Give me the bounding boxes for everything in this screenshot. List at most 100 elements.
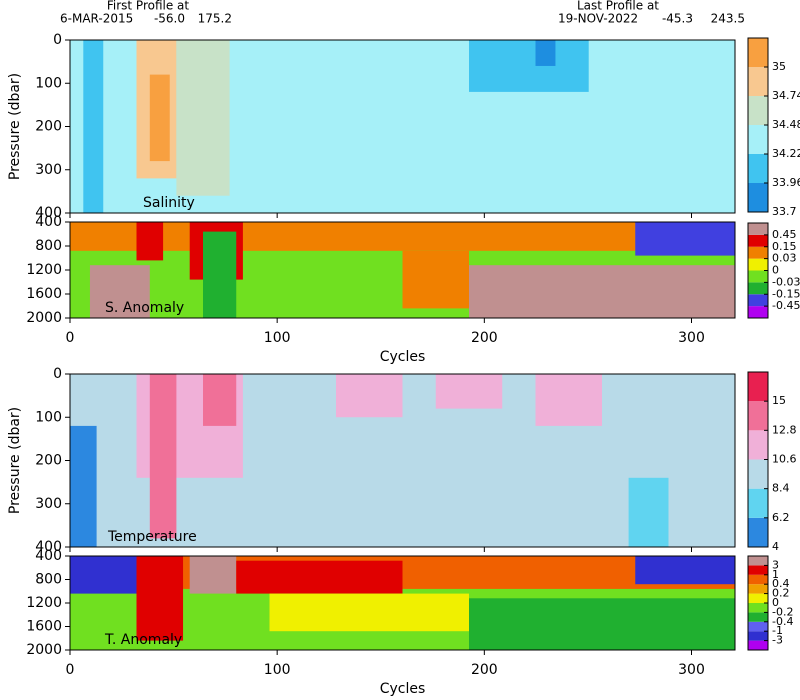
shading (136, 222, 164, 261)
y-tick-label: 2000 (26, 310, 62, 326)
colorbar-label: 0.2 (772, 587, 790, 600)
y-tick-label: 1200 (26, 595, 62, 611)
shading (469, 598, 735, 650)
shading (70, 222, 735, 251)
y-tick-label: 1600 (26, 619, 62, 635)
y-tick-label: 800 (35, 238, 62, 254)
y-tick-label: 0 (53, 32, 62, 48)
panel-label: T. Anomaly (104, 632, 182, 648)
y-tick-label: 300 (35, 496, 62, 512)
colorbar-swatch (748, 459, 768, 489)
shading (469, 40, 589, 92)
colorbar-swatch (748, 258, 768, 271)
colorbar-label: 10.6 (772, 453, 797, 466)
colorbar-swatch (748, 282, 768, 295)
colorbar-swatch (748, 401, 768, 431)
y-tick-label: 300 (35, 162, 62, 178)
y-axis-label: Pressure (dbar) (7, 407, 23, 514)
y-axis-label: Pressure (dbar) (7, 73, 23, 180)
shading (635, 222, 735, 256)
colorbar-label: -0.03 (772, 275, 800, 288)
shading (435, 374, 503, 409)
colorbar-swatch (748, 640, 768, 650)
colorbar-swatch (748, 67, 768, 96)
colorbar-swatch (748, 223, 768, 235)
colorbar-swatch (748, 38, 768, 67)
y-tick-label: 2000 (26, 642, 62, 658)
shading (83, 40, 104, 213)
shading (203, 374, 237, 426)
colorbar-swatch (748, 593, 768, 603)
header-date: 19-NOV-2022 (558, 12, 638, 26)
colorbar-label: 0.15 (772, 240, 797, 253)
shading (469, 265, 735, 318)
panel-label: S. Anomaly (105, 300, 184, 316)
colorbar-label: 1 (772, 568, 779, 581)
header-title: First Profile at (107, 0, 190, 13)
colorbar-swatch (748, 430, 768, 460)
shading (70, 556, 137, 594)
panel-label: Temperature (107, 529, 197, 545)
y-tick-label: 200 (35, 119, 62, 135)
colorbar-swatch (748, 556, 768, 566)
colorbar-swatch (748, 294, 768, 307)
shading (203, 231, 237, 318)
x-tick-label: 100 (264, 330, 291, 346)
colorbar-label: -3 (772, 634, 783, 647)
y-tick-label: 400 (35, 205, 62, 221)
colorbar-swatch (748, 154, 768, 183)
y-tick-label: 800 (35, 572, 62, 588)
colorbar-swatch (748, 603, 768, 613)
y-tick-label: 1600 (26, 286, 62, 302)
colorbar-label: 33.7 (772, 205, 797, 218)
shading (189, 556, 237, 594)
shading (628, 477, 669, 547)
header-lon: 243.5 (711, 12, 745, 26)
shading (149, 74, 170, 162)
colorbar-label: -0.45 (772, 299, 800, 312)
y-tick-label: 1200 (26, 262, 62, 278)
colorbar-swatch (748, 270, 768, 283)
shading (176, 40, 230, 196)
panel-label: Salinity (143, 195, 195, 211)
colorbar-label: 0 (772, 264, 779, 277)
header-lon: 175.2 (198, 12, 232, 26)
shading (402, 250, 469, 309)
y-tick-label: 100 (35, 75, 62, 91)
header-lat: -45.3 (662, 12, 693, 26)
colorbar-swatch (748, 96, 768, 125)
colorbar-label: 35 (772, 60, 786, 73)
colorbar-swatch (748, 565, 768, 575)
x-tick-label: 200 (471, 662, 498, 678)
y-tick-label: 200 (35, 453, 62, 469)
colorbar-label: 8.4 (772, 482, 790, 495)
colorbar-label: 34.22 (772, 147, 800, 160)
y-tick-label: 400 (35, 539, 62, 555)
colorbar-swatch (748, 183, 768, 212)
colorbar-label: 0.45 (772, 228, 797, 241)
shading (336, 374, 403, 418)
shading (89, 265, 150, 318)
y-tick-label: 400 (35, 548, 62, 564)
x-tick-label: 100 (264, 662, 291, 678)
shading (269, 593, 469, 632)
colorbar-label: 0 (772, 596, 779, 609)
header-date: 6-MAR-2015 (60, 12, 133, 26)
shading (70, 425, 97, 547)
colorbar-label: 3 (772, 558, 779, 571)
header-lat: -56.0 (154, 12, 185, 26)
colorbar-swatch (748, 612, 768, 622)
y-tick-label: 100 (35, 409, 62, 425)
shading (136, 556, 184, 641)
shading (535, 374, 602, 426)
y-tick-label: 0 (53, 366, 62, 382)
colorbar-swatch (748, 631, 768, 641)
x-axis-label: Cycles (380, 349, 426, 365)
colorbar-label: 4 (772, 540, 779, 553)
colorbar-label: 0.4 (772, 577, 790, 590)
colorbar-swatch (748, 574, 768, 585)
colorbar-swatch (748, 234, 768, 247)
colorbar-swatch (748, 306, 768, 318)
x-axis-label: Cycles (380, 681, 426, 697)
